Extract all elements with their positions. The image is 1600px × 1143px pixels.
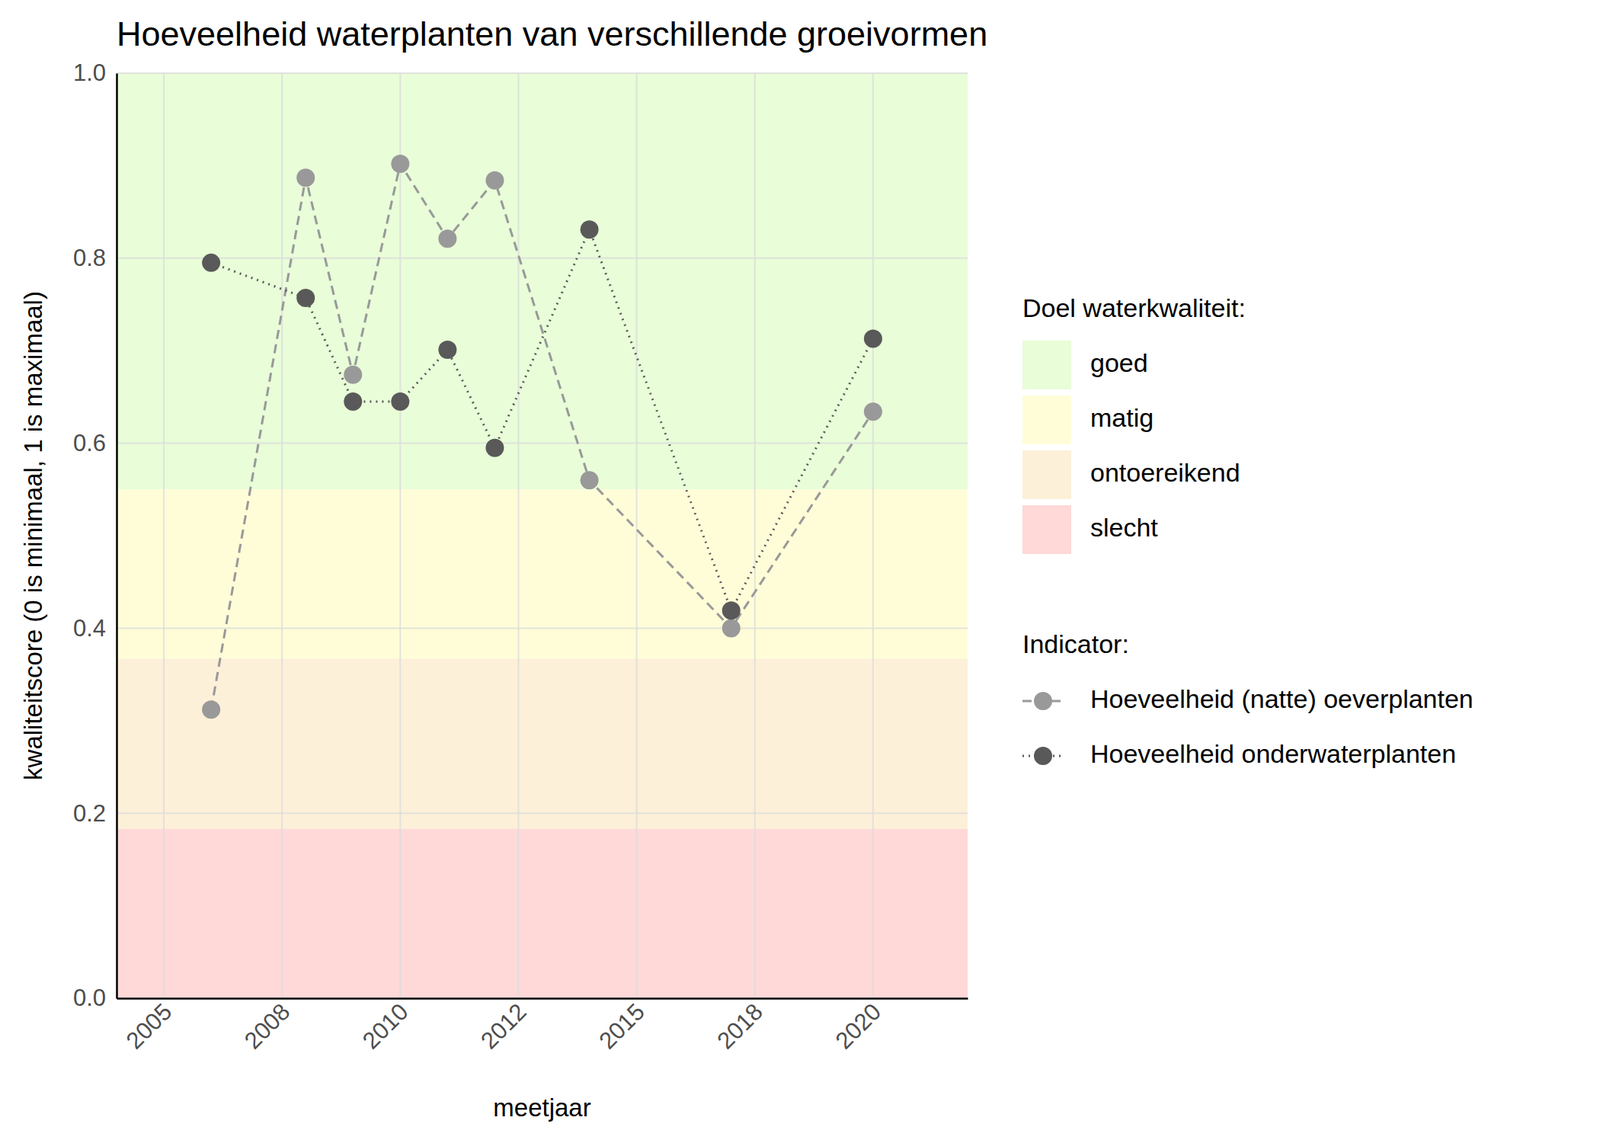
legend-label: Hoeveelheid (natte) oeverplanten bbox=[1090, 684, 1474, 714]
x-axis-title: meetjaar bbox=[492, 1093, 591, 1122]
y-tick-label: 0.4 bbox=[73, 614, 106, 642]
legend-title: Indicator: bbox=[1022, 629, 1130, 659]
data-point bbox=[343, 365, 362, 384]
grid-line bbox=[116, 442, 968, 445]
x-tick-label: 2010 bbox=[357, 998, 414, 1055]
quality-band bbox=[116, 828, 968, 999]
y-tick-label: 0.8 bbox=[73, 244, 106, 272]
chart: 0.00.20.40.60.81.02005200820102012201520… bbox=[0, 0, 1600, 1143]
data-point bbox=[438, 340, 457, 359]
legend-swatch bbox=[1022, 340, 1072, 390]
grid-line bbox=[116, 997, 968, 999]
legend-label: slecht bbox=[1090, 512, 1159, 542]
data-point bbox=[390, 392, 410, 411]
data-point bbox=[343, 392, 362, 411]
y-tick: 1.0 bbox=[73, 59, 117, 87]
data-point bbox=[580, 220, 599, 239]
data-point bbox=[580, 470, 599, 490]
bands bbox=[116, 73, 968, 999]
x-tick: 2005 bbox=[121, 998, 178, 1055]
y-tick-label: 0.6 bbox=[73, 429, 106, 457]
grid-line bbox=[754, 73, 756, 999]
grid-line bbox=[872, 73, 874, 999]
x-tick-label: 2005 bbox=[121, 998, 178, 1055]
legend-marker bbox=[1033, 746, 1053, 765]
x-axis: 2005 2008 2010 2012 2015 2018 2020 bbox=[117, 998, 969, 1055]
legend-swatch bbox=[1022, 395, 1072, 445]
y-tick: 0.2 bbox=[73, 800, 117, 827]
y-tick: 0.6 bbox=[73, 429, 117, 457]
x-tick-label: 2015 bbox=[593, 998, 650, 1055]
legend-swatch bbox=[1022, 450, 1072, 500]
x-tick-label: 2020 bbox=[830, 998, 887, 1055]
data-point bbox=[864, 402, 883, 421]
x-tick-label: 2012 bbox=[475, 998, 532, 1055]
data-point bbox=[296, 168, 315, 187]
series-line bbox=[211, 229, 874, 611]
data-point bbox=[201, 253, 221, 272]
legend-label: ontoereikend bbox=[1090, 457, 1241, 487]
legend-swatch bbox=[1022, 505, 1072, 554]
x-axis-line bbox=[117, 997, 969, 1000]
x-tick: 2020 bbox=[830, 998, 887, 1055]
data-point bbox=[438, 229, 457, 248]
grid-line bbox=[116, 257, 968, 260]
legend-title: Doel waterkwaliteit: bbox=[1022, 293, 1246, 323]
data-point bbox=[864, 329, 883, 348]
y-tick-label: 0.0 bbox=[73, 984, 106, 1012]
data-point bbox=[722, 618, 741, 637]
grid-line bbox=[116, 812, 968, 814]
data-point bbox=[485, 438, 504, 458]
y-axis-title: kwaliteitscore (0 is minimaal, 1 is maxi… bbox=[19, 291, 48, 781]
series-line bbox=[211, 163, 874, 710]
grid-line bbox=[636, 73, 638, 999]
x-tick: 2015 bbox=[593, 998, 650, 1055]
x-tick-label: 2008 bbox=[239, 998, 296, 1055]
quality-band bbox=[116, 489, 968, 659]
legend-label: Hoeveelheid onderwaterplanten bbox=[1090, 739, 1456, 768]
quality-band bbox=[116, 73, 968, 490]
y-tick: 0.0 bbox=[73, 984, 117, 1012]
y-axis-line bbox=[115, 73, 119, 999]
x-tick: 2012 bbox=[475, 998, 532, 1055]
y-tick-label: 0.2 bbox=[73, 800, 106, 827]
grid bbox=[116, 73, 968, 999]
y-tick: 0.8 bbox=[73, 244, 117, 272]
title: Hoeveelheid waterplanten van verschillen… bbox=[116, 14, 988, 54]
data-point bbox=[485, 171, 504, 190]
grid-line bbox=[281, 73, 283, 999]
x-tick-label: 2018 bbox=[711, 998, 768, 1055]
y-axis: 0.0 0.2 0.4 0.6 0.8 1.0 bbox=[73, 59, 118, 1012]
x-tick: 2018 bbox=[711, 998, 768, 1055]
grid-line bbox=[399, 73, 401, 999]
grid-line bbox=[163, 73, 165, 999]
x-tick: 2008 bbox=[239, 998, 296, 1055]
grid-line bbox=[116, 627, 968, 629]
grid-line bbox=[517, 73, 519, 999]
data-point bbox=[201, 700, 221, 719]
data-point bbox=[296, 288, 315, 308]
data-point bbox=[722, 601, 741, 620]
y-tick: 0.4 bbox=[73, 614, 117, 642]
legend-label: goed bbox=[1090, 348, 1149, 378]
y-tick-label: 1.0 bbox=[73, 59, 106, 87]
data bbox=[201, 154, 883, 719]
legend-label: matig bbox=[1090, 403, 1154, 432]
x-tick: 2010 bbox=[357, 998, 414, 1055]
quality-band bbox=[116, 658, 968, 829]
data-point bbox=[390, 154, 410, 173]
legend-marker bbox=[1033, 691, 1053, 711]
grid-line bbox=[116, 72, 968, 74]
legend: Doel waterkwaliteit: goed matig ontoereiken… bbox=[1022, 293, 1474, 768]
